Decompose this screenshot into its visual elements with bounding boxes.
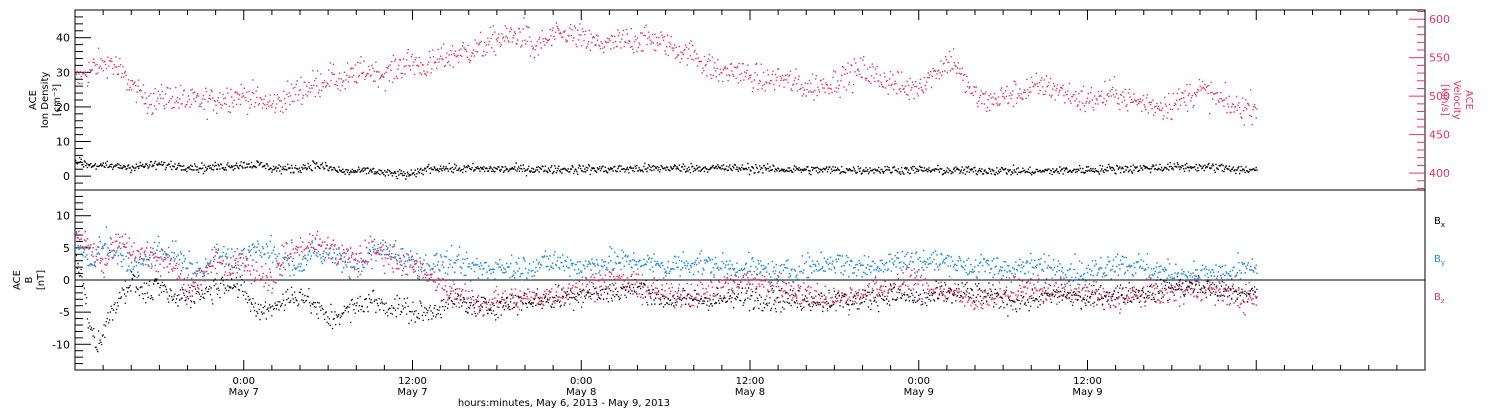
bx-points [75, 254, 1258, 353]
legend-by: By [1434, 254, 1445, 267]
density-axis: 0 10 20 30 40 [56, 9, 91, 191]
time-tick-label: 12:00 [736, 376, 765, 387]
velocity-label-line-3: [km/s] [1439, 84, 1450, 116]
time-tick-date: May 8 [566, 387, 596, 398]
velocity-label-line-2: Velocity [1451, 80, 1462, 119]
field-tick-label: -5 [59, 306, 70, 319]
velocity-tick-label: 550 [1429, 52, 1450, 65]
density-label-line-1: ACE [28, 90, 39, 110]
time-tick-label: 0:00 [233, 376, 255, 387]
density-tick-label: 20 [56, 101, 70, 114]
density-tick-label: 40 [56, 32, 70, 45]
field-tick-label: 5 [63, 242, 70, 255]
field-label-line-2: B [24, 276, 35, 283]
field-axis-label: ACE B [nT] [12, 270, 47, 290]
density-points [75, 156, 1258, 180]
time-axis-title: hours:minutes, May 6, 2013 - May 9, 2013 [458, 398, 670, 409]
field-data [75, 226, 1258, 353]
velocity-axis-label: ACE Velocity [km/s] [1439, 80, 1474, 119]
velocity-tick-label: 450 [1429, 129, 1450, 142]
legend-bx: Bx [1434, 216, 1445, 229]
velocity-axis: 400 450 500 550 600 [1409, 11, 1450, 189]
density-label-line-3: [cm⁻³] [52, 84, 63, 116]
velocity-label-line-1: ACE [1463, 90, 1474, 110]
density-tick-label: 30 [56, 66, 70, 79]
time-tick-label: 12:00 [1073, 376, 1102, 387]
density-tick-label: 0 [63, 170, 70, 183]
field-label-line-3: [nT] [36, 270, 47, 290]
plasma-data [75, 17, 1258, 180]
time-tick-label: 12:00 [398, 376, 427, 387]
velocity-tick-label: 400 [1429, 167, 1450, 180]
density-axis-label: ACE Ion Density [cm⁻³] [28, 72, 63, 129]
density-tick-label: 10 [56, 136, 70, 149]
time-tick-date: May 7 [229, 387, 259, 398]
time-tick-label: 0:00 [570, 376, 592, 387]
field-tick-label: 0 [63, 274, 70, 287]
legend-bz: Bz [1434, 292, 1445, 305]
time-tick-date: May 9 [904, 387, 934, 398]
time-tick-date: May 8 [735, 387, 765, 398]
time-tick-date: May 7 [397, 387, 427, 398]
velocity-tick-label: 600 [1429, 13, 1450, 26]
field-tick-label: 10 [56, 210, 70, 223]
field-label-line-1: ACE [12, 270, 23, 290]
time-tick-label: 0:00 [908, 376, 930, 387]
field-tick-label: -10 [52, 338, 70, 351]
by-points [75, 226, 1258, 291]
velocity-tick-label: 500 [1429, 90, 1450, 103]
density-label-line-2: Ion Density [40, 72, 51, 129]
legend: Bx By Bz [1434, 216, 1445, 305]
velocity-points [75, 17, 1258, 126]
time-tick-date: May 9 [1072, 387, 1102, 398]
